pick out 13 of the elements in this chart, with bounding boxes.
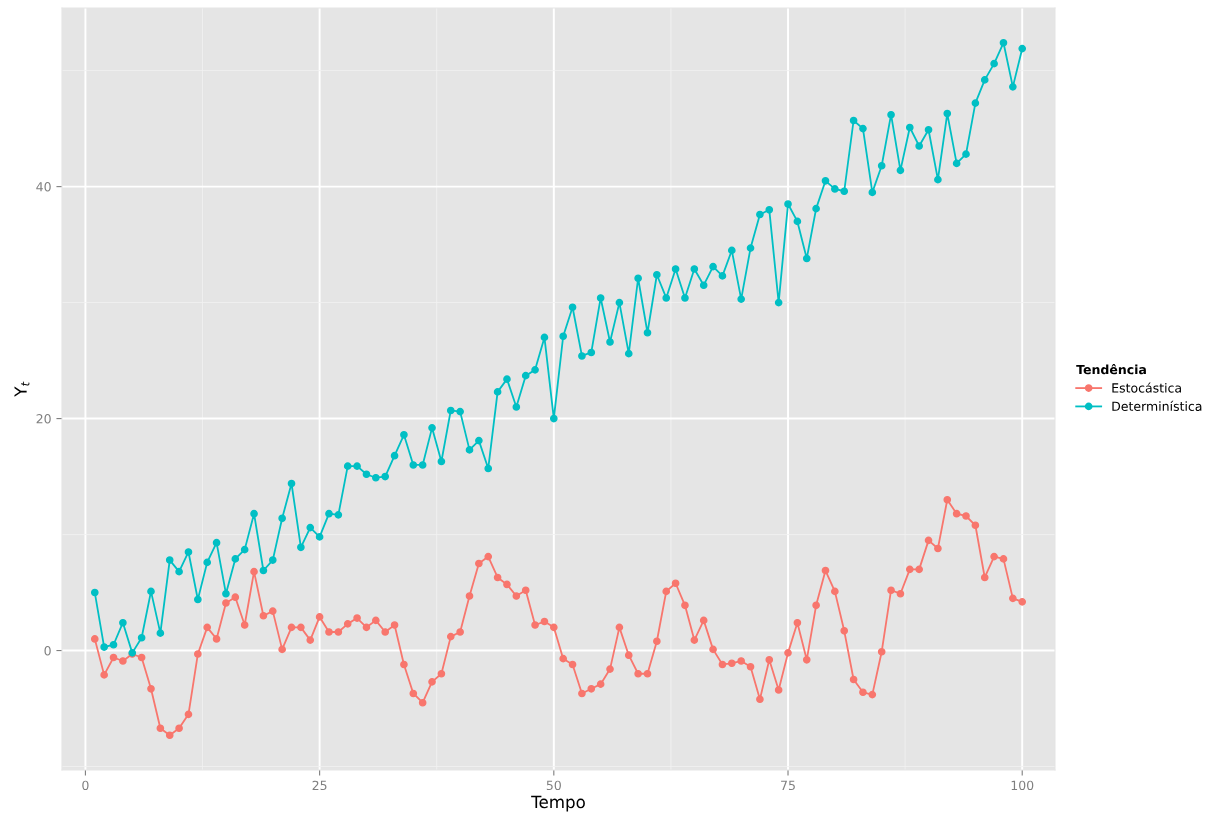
x-tick-label: 25 bbox=[312, 780, 327, 791]
x-tick-label: 100 bbox=[1011, 780, 1034, 791]
y-tick-label: 0 bbox=[44, 646, 51, 656]
x-axis-title: Tempo bbox=[531, 795, 585, 812]
y-tick-label: 40 bbox=[36, 182, 51, 192]
legend-label: Determinística bbox=[1112, 400, 1202, 411]
x-tick-label: 50 bbox=[546, 780, 561, 791]
x-tick-label: 75 bbox=[781, 780, 795, 791]
legend-label: Estocástica bbox=[1112, 382, 1181, 393]
y-tick-label: 20 bbox=[36, 414, 51, 424]
x-tick-label: 0 bbox=[82, 780, 89, 791]
y-axis-title: Y$_{t}$ bbox=[14, 381, 30, 397]
legend-title: Tendência bbox=[1076, 364, 1146, 375]
